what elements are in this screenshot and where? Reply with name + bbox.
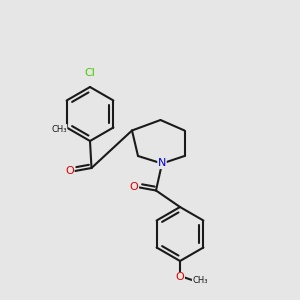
Text: O: O xyxy=(176,272,184,283)
Text: CH₃: CH₃ xyxy=(51,124,67,134)
Text: N: N xyxy=(158,158,166,169)
Text: Cl: Cl xyxy=(85,68,95,79)
Text: CH₃: CH₃ xyxy=(192,276,208,285)
Text: O: O xyxy=(65,166,74,176)
Text: O: O xyxy=(130,182,139,193)
